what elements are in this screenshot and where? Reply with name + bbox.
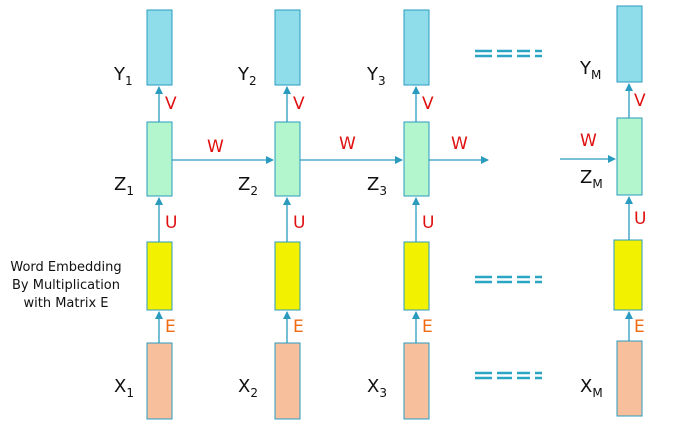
input-box-3 — [403, 342, 430, 420]
output-box-2 — [274, 9, 301, 86]
output-box-m — [616, 5, 643, 83]
e-weight-label-2: E — [293, 317, 304, 337]
w-weight-label-3: W — [451, 134, 468, 154]
x-label-m: XM — [580, 376, 603, 400]
column-m: YM ZM XM V U E — [579, 5, 646, 417]
u-weight-label-3: U — [422, 213, 434, 233]
u-weight-label-1: U — [165, 213, 177, 233]
embedding-box-3 — [403, 241, 430, 311]
z-label-2: Z2 — [238, 174, 258, 198]
ellipsis-top — [475, 49, 542, 58]
z-label-1: Z1 — [114, 174, 134, 198]
embedding-box-m — [613, 239, 643, 311]
u-weight-label-2: U — [293, 213, 305, 233]
y-label-2: Y2 — [237, 64, 257, 88]
w-weight-label-1: W — [207, 137, 224, 157]
embedding-caption-line-3: with Matrix E — [24, 296, 109, 311]
hidden-box-m — [616, 117, 643, 196]
e-weight-label-1: E — [165, 317, 176, 337]
output-box-3 — [403, 9, 430, 86]
hidden-box-3 — [403, 121, 430, 197]
hidden-box-2 — [274, 121, 301, 197]
v-weight-label-3: V — [422, 94, 434, 114]
w-weight-label-m: W — [580, 131, 597, 151]
input-box-1 — [146, 342, 173, 420]
y-label-1: Y1 — [113, 64, 133, 88]
output-box-1 — [146, 9, 173, 86]
input-box-m — [616, 340, 643, 417]
z-label-m: ZM — [580, 167, 603, 191]
v-weight-label-m: V — [634, 91, 646, 111]
recurrent-connections: W W W W — [172, 131, 616, 164]
embedding-caption-line-1: Word Embedding — [10, 260, 121, 275]
v-weight-label-1: V — [165, 94, 177, 114]
hidden-box-1 — [146, 121, 173, 197]
embedding-box-2 — [274, 241, 301, 311]
v-weight-label-2: V — [293, 94, 305, 114]
y-label-m: YM — [579, 58, 601, 82]
x-label-1: X1 — [114, 376, 134, 400]
column-3: Y3 Z3 X3 V U E — [366, 9, 434, 420]
column-2: Y2 Z2 X2 V U E — [237, 9, 305, 420]
ellipsis-bottom — [475, 371, 542, 380]
input-box-2 — [274, 342, 301, 420]
w-weight-label-2: W — [339, 134, 356, 154]
embedding-box-1 — [146, 241, 173, 311]
y-label-3: Y3 — [366, 64, 386, 88]
e-weight-label-3: E — [422, 317, 433, 337]
column-1: Y1 Z1 X1 V U E — [113, 9, 177, 420]
embedding-caption: Word Embedding By Multiplication with Ma… — [10, 260, 121, 311]
u-weight-label-m: U — [634, 209, 646, 229]
e-weight-label-m: E — [634, 317, 645, 337]
ellipsis-middle — [475, 275, 542, 284]
z-label-3: Z3 — [367, 174, 387, 198]
x-label-3: X3 — [367, 376, 387, 400]
x-label-2: X2 — [238, 376, 258, 400]
embedding-caption-line-2: By Multiplication — [12, 278, 120, 293]
